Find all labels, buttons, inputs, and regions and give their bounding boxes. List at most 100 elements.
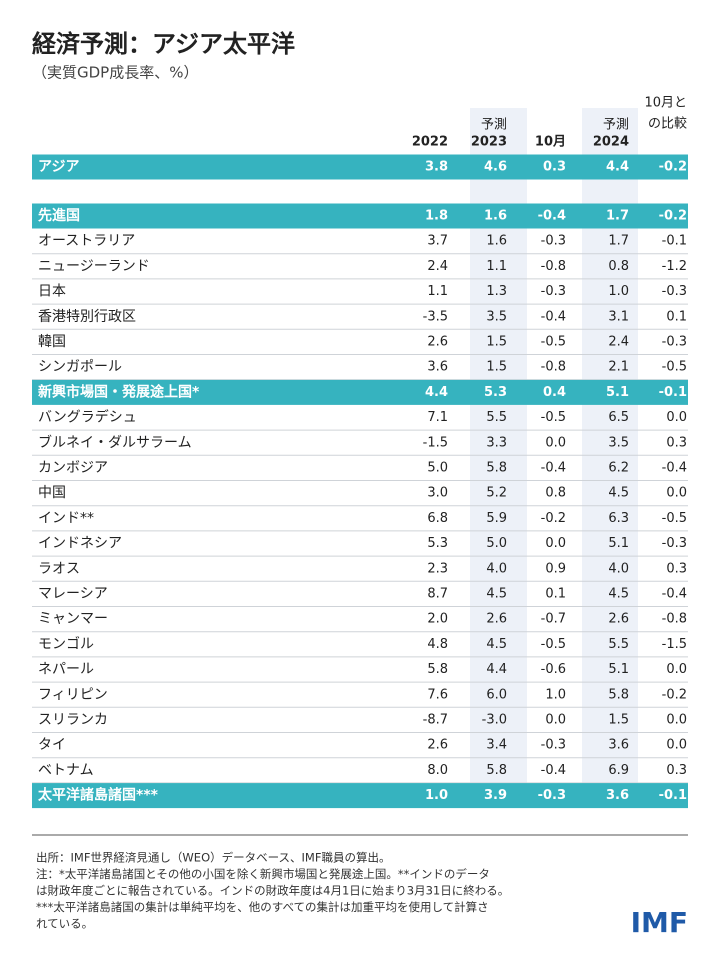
cell: -0.2	[541, 511, 566, 526]
row-label: バングラデシュ	[38, 409, 137, 426]
cell: 5.5	[608, 637, 629, 652]
cell: -0.8	[541, 259, 566, 274]
table-row: ベトナム 8.0 5.8 -0.4 6.9 0.3	[32, 762, 688, 784]
footnote: は財政年度ごとに報告されている。インドの財政年度は4月1日に始まり3月31日に終…	[36, 884, 509, 898]
cell: -0.4	[662, 587, 687, 602]
column-header: 予測	[603, 118, 629, 133]
table-row: 中国 3.0 5.2 0.8 4.5 0.0	[32, 485, 688, 507]
cell: 0.3	[666, 561, 687, 576]
cell: 0.0	[545, 435, 566, 450]
cell: 1.5	[486, 360, 507, 375]
cell: -1.5	[423, 435, 448, 450]
cell: 2.1	[608, 360, 629, 375]
row-label: マレーシア	[38, 586, 108, 602]
table-row: シンガポール 3.6 1.5 -0.8 2.1 -0.5	[32, 359, 688, 381]
cell: 0.0	[666, 738, 687, 753]
cell: -8.7	[423, 713, 448, 728]
cell: -0.4	[662, 461, 687, 476]
cell: -0.5	[541, 637, 566, 652]
table-row: ネパール 5.8 4.4 -0.6 5.1 0.0	[32, 662, 688, 683]
cell: 0.4	[543, 385, 566, 400]
cell: -0.7	[541, 612, 566, 627]
cell: 4.4	[425, 385, 448, 400]
footnote: ***太平洋諸島諸国の集計は単純平均を、他のすべての集計は加重平均を使用して計算…	[36, 900, 489, 914]
logo: IMF	[631, 906, 688, 939]
row-band	[32, 783, 688, 809]
cell: -0.2	[662, 687, 687, 702]
table-row: ミャンマー 2.0 2.6 -0.7 2.6 -0.8	[32, 611, 688, 633]
cell: 3.6	[608, 738, 629, 753]
row-label: アジア	[38, 159, 79, 175]
table-row: フィリピン 7.6 6.0 1.0 5.8 -0.2	[32, 687, 688, 708]
cell: 8.0	[427, 763, 448, 778]
table-row: バングラデシュ 7.1 5.5 -0.5 6.5 0.0	[32, 409, 688, 431]
cell: 5.3	[427, 536, 448, 551]
cell: 0.1	[666, 309, 687, 324]
cell: 4.4	[486, 662, 507, 677]
cell: 6.5	[608, 410, 629, 425]
cell: 3.5	[608, 435, 629, 450]
cell: -3.0	[482, 713, 507, 728]
cell: 1.6	[484, 209, 507, 224]
row-label: 香港特別行政区	[38, 309, 136, 325]
row-label: ネパール	[38, 662, 94, 678]
cell: -3.5	[423, 309, 448, 324]
cell: -0.5	[662, 511, 687, 526]
row-label: シンガポール	[38, 359, 122, 375]
cell: 1.0	[608, 284, 629, 299]
cell: 0.0	[666, 486, 687, 501]
cell: -0.5	[662, 360, 687, 375]
column-header: 2023	[471, 135, 507, 150]
row-label: カンボジア	[38, 460, 108, 476]
footnote: 注：*太平洋諸島諸国とその他の小国を除く新興市場国と発展途上国。**インドのデー…	[36, 867, 490, 881]
section-row: 新興市場国・発展途上国* 4.4 5.3 0.4 5.1 -0.1	[32, 379, 688, 405]
column-header: の比較	[648, 117, 687, 132]
cell: 3.6	[606, 788, 629, 803]
cell: 2.6	[486, 612, 507, 627]
cell: 8.7	[427, 587, 448, 602]
cell: 1.1	[486, 259, 507, 274]
cell: 0.3	[543, 160, 566, 175]
cell: 0.0	[666, 713, 687, 728]
row-label: モンゴル	[38, 635, 94, 652]
row-band	[32, 154, 688, 180]
table-row: オーストラリア 3.7 1.6 -0.3 1.7 -0.1	[32, 233, 688, 255]
cell: -0.4	[541, 461, 566, 476]
cell: 5.3	[484, 385, 507, 400]
cell: 1.6	[486, 234, 507, 249]
footnote: 出所：IMF世界経済見通し（WEO）データベース、IMF職員の算出。	[36, 851, 390, 865]
cell: 5.2	[486, 486, 507, 501]
cell: 3.5	[486, 309, 507, 324]
cell: -0.8	[541, 360, 566, 375]
cell: 2.6	[608, 612, 629, 627]
cell: 1.0	[545, 687, 566, 702]
cell: 0.0	[545, 713, 566, 728]
cell: 3.3	[486, 435, 507, 450]
column-header: 2022	[412, 135, 448, 150]
cell: -1.2	[662, 259, 687, 274]
cell: 1.5	[486, 335, 507, 350]
cell: 0.3	[666, 763, 687, 778]
table-row: ラオス 2.3 4.0 0.9 4.0 0.3	[32, 561, 688, 582]
table-row: インド** 6.8 5.9 -0.2 6.3 -0.5	[32, 510, 688, 532]
cell: 5.1	[606, 385, 629, 400]
cell: 5.0	[486, 536, 507, 551]
cell: 0.0	[666, 662, 687, 677]
cell: 6.0	[486, 687, 507, 702]
table-row: モンゴル 4.8 4.5 -0.5 5.5 -1.5	[32, 635, 688, 658]
row-band	[32, 379, 688, 405]
cell: 7.1	[427, 410, 448, 425]
cell: 2.6	[427, 738, 448, 753]
cell: -0.2	[659, 209, 687, 224]
cell: 0.8	[545, 486, 566, 501]
table-row: タイ 2.6 3.4 -0.3 3.6 0.0	[32, 737, 688, 759]
cell: -0.3	[662, 284, 687, 299]
cell: -0.8	[662, 612, 687, 627]
row-label: スリランカ	[38, 712, 108, 728]
row-label: タイ	[38, 737, 66, 753]
cell: 0.8	[608, 259, 629, 274]
cell: 2.0	[427, 612, 448, 627]
section-row: 先進国 1.8 1.6 -0.4 1.7 -0.2	[32, 203, 688, 229]
row-label: 日本	[38, 284, 66, 300]
